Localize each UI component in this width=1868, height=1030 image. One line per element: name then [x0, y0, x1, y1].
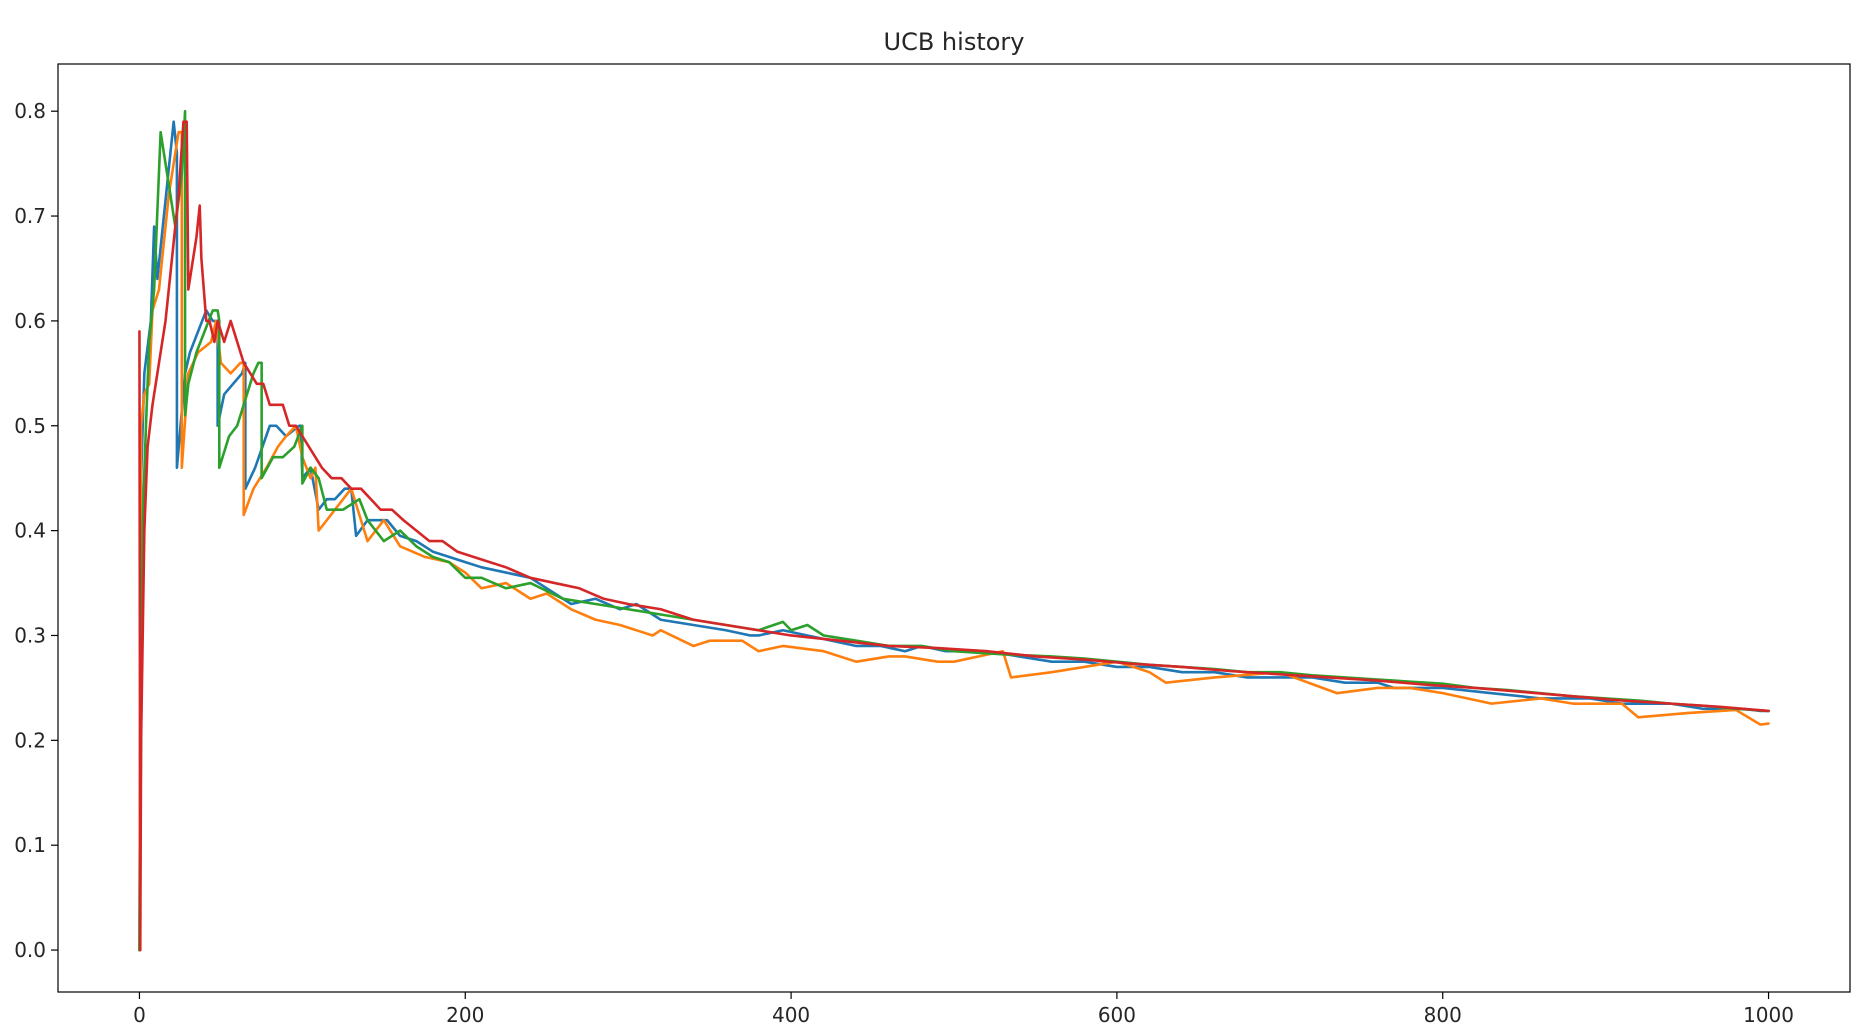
x-tick-label: 600: [1098, 1003, 1136, 1027]
y-tick-label: 0.4: [14, 519, 46, 543]
y-tick-label: 0.2: [14, 728, 46, 752]
y-tick-label: 0.7: [14, 204, 46, 228]
y-tick-label: 0.5: [14, 414, 46, 438]
x-axis: 0 200 400 600 800 1000: [133, 992, 1794, 1027]
series-line-3: [138, 109, 1770, 952]
y-tick-label: 0.6: [14, 309, 46, 333]
series-line-2: [138, 130, 1770, 952]
series-group: [138, 109, 1770, 952]
x-tick-label: 800: [1424, 1003, 1462, 1027]
y-tick-label: 0.3: [14, 623, 46, 647]
x-tick-label: 0: [133, 1003, 146, 1027]
y-axis: 0.0 0.1 0.2 0.3 0.4 0.5 0.6 0.7 0.8: [14, 99, 58, 962]
x-tick-label: 200: [446, 1003, 484, 1027]
x-tick-label: 1000: [1743, 1003, 1794, 1027]
chart-title: UCB history: [884, 28, 1025, 56]
series-line-1: [138, 120, 1770, 952]
y-tick-label: 0.8: [14, 99, 46, 123]
y-tick-label: 0.0: [14, 938, 46, 962]
x-tick-label: 400: [772, 1003, 810, 1027]
plot-area-frame: [57, 63, 1851, 993]
series-line-4: [138, 120, 1770, 952]
y-tick-label: 0.1: [14, 833, 46, 857]
